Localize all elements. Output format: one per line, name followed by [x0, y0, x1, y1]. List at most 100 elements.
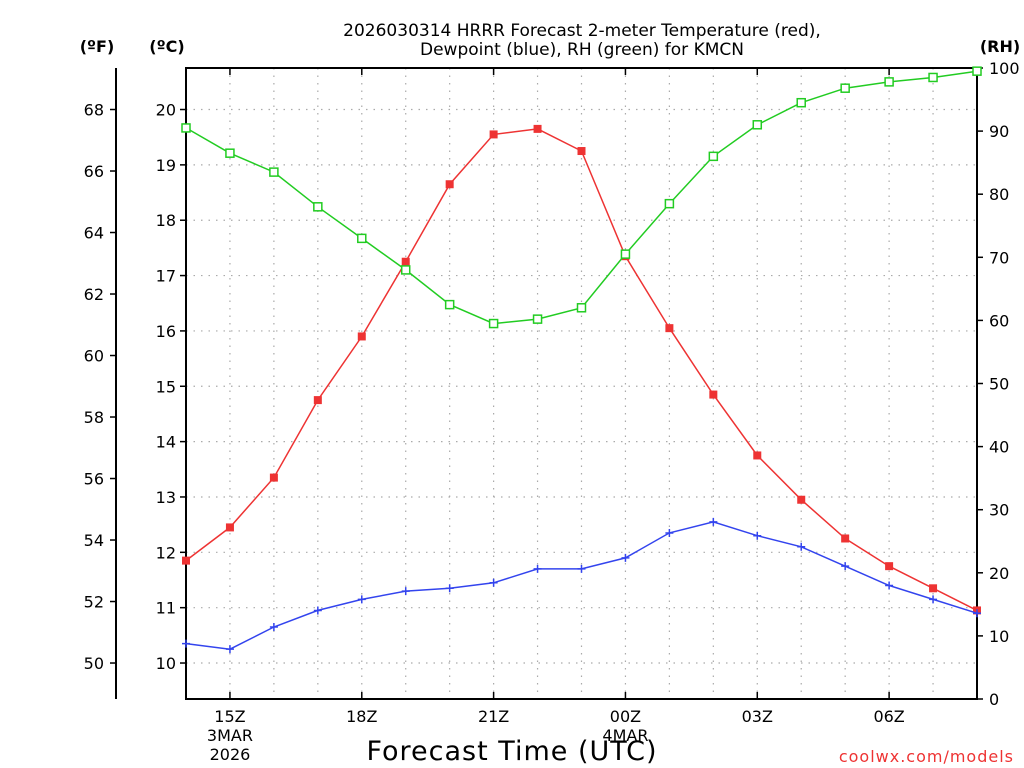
rh-point	[225, 148, 235, 158]
rh-point	[532, 314, 543, 324]
x-year-label: 2026	[210, 745, 251, 764]
rh-point	[708, 151, 719, 162]
credit-text: coolwx.com/models	[839, 747, 1014, 766]
rh-point	[488, 318, 499, 329]
dewpoint-point	[621, 553, 630, 562]
dewpoint-point	[665, 528, 674, 537]
rh-tick-label: 50	[989, 375, 1009, 394]
rh-unit-label: (RH)	[980, 37, 1020, 56]
temperature-point	[885, 562, 894, 571]
rh-point	[664, 198, 675, 209]
dewpoint-point	[225, 645, 234, 654]
rh-point	[840, 83, 850, 93]
temperature-point	[577, 147, 586, 156]
temperature-point	[929, 584, 938, 593]
celsius-tick-label: 20	[156, 101, 176, 120]
temperature-point	[665, 324, 674, 333]
celsius-tick-label: 15	[156, 377, 176, 396]
temperature-point	[269, 473, 278, 482]
dewpoint-point	[709, 517, 718, 526]
x-date-label: 3MAR	[207, 726, 253, 745]
rh-point	[752, 120, 763, 130]
dewpoint-point	[885, 581, 894, 590]
temperature-point	[357, 332, 366, 341]
temperature-point	[709, 390, 718, 399]
rh-point	[357, 233, 367, 244]
rh-tick-label: 70	[989, 248, 1009, 267]
dewpoint-point	[973, 609, 981, 618]
celsius-tick-label: 12	[156, 543, 176, 562]
series-layer	[181, 66, 982, 654]
x-tick-label: 00Z	[610, 707, 641, 726]
temperature-point	[313, 396, 322, 405]
x-tick-label: 18Z	[346, 707, 377, 726]
temperature-point	[182, 556, 190, 565]
fahrenheit-tick-label: 58	[84, 408, 104, 427]
temperature-point	[401, 257, 410, 266]
dewpoint-point	[313, 606, 322, 615]
fahrenheit-tick-label: 60	[84, 347, 104, 366]
dewpoint-point	[797, 542, 806, 551]
x-date-label: 4MAR	[602, 726, 648, 745]
celsius-tick-label: 13	[156, 488, 176, 507]
dewpoint-point	[357, 595, 366, 604]
dewpoint-point	[269, 623, 278, 632]
dewpoint-point	[841, 562, 850, 571]
dewpoint-point	[533, 564, 542, 573]
rh-point	[928, 72, 938, 83]
x-tick-label: 21Z	[478, 707, 509, 726]
temperature-point	[753, 451, 762, 460]
tick-labels: 10 11 12 13 14 15 16 17 18 19 20 50 52 54 56 58 60 62 64 66…	[84, 59, 1020, 764]
temperature-point	[445, 180, 454, 189]
fahrenheit-tick-label: 52	[84, 593, 104, 612]
rh-tick-label: 60	[989, 311, 1009, 330]
fahrenheit-tick-label: 64	[84, 224, 104, 243]
celsius-tick-label: 16	[156, 322, 176, 341]
rh-tick-label: 40	[989, 438, 1009, 457]
dewpoint-point	[929, 595, 938, 604]
temperature-point	[489, 130, 498, 139]
grid-lines	[186, 68, 977, 699]
dewpoint-point	[489, 578, 498, 587]
dewpoint-point	[182, 639, 190, 648]
rh-point	[400, 265, 411, 275]
dewpoint-point	[445, 584, 454, 593]
fahrenheit-tick-label: 66	[84, 162, 104, 181]
rh-tick-label: 100	[989, 59, 1020, 78]
rh-tick-label: 90	[989, 122, 1009, 141]
chart-title-line1: 2026030314 HRRR Forecast 2-meter Tempera…	[343, 21, 821, 41]
fahrenheit-unit-label: (ºF)	[80, 37, 115, 56]
temperature-point	[533, 124, 542, 133]
rh-point	[972, 66, 982, 76]
rh-point	[181, 123, 191, 133]
rh-tick-label: 10	[989, 627, 1009, 646]
celsius-tick-label: 11	[156, 599, 176, 618]
rh-tick-label: 20	[989, 564, 1009, 583]
fahrenheit-tick-label: 50	[84, 654, 104, 673]
temperature-line	[185, 128, 978, 612]
temperature-point	[225, 523, 234, 532]
rh-point	[269, 167, 279, 177]
temperature-point	[841, 534, 850, 543]
x-tick-label: 06Z	[873, 707, 904, 726]
celsius-tick-label: 18	[156, 211, 176, 230]
rh-point	[576, 303, 587, 313]
fahrenheit-tick-label: 56	[84, 470, 104, 489]
celsius-tick-label: 14	[156, 433, 176, 452]
x-tick-label: 15Z	[214, 707, 245, 726]
x-tick-label: 03Z	[742, 707, 773, 726]
rh-point	[313, 202, 323, 212]
fahrenheit-tick-label: 54	[84, 531, 104, 550]
dewpoint-point	[401, 587, 410, 596]
rh-point	[444, 299, 455, 310]
axes	[110, 67, 983, 700]
rh-point	[620, 249, 631, 259]
temperature-point	[797, 495, 806, 504]
dewpoint-point	[577, 564, 586, 573]
celsius-tick-label: 17	[156, 267, 176, 286]
rh-point	[796, 97, 806, 108]
celsius-tick-label: 10	[156, 654, 176, 673]
rh-tick-label: 30	[989, 501, 1009, 520]
fahrenheit-tick-label: 62	[84, 285, 104, 304]
celsius-tick-label: 19	[156, 156, 176, 175]
